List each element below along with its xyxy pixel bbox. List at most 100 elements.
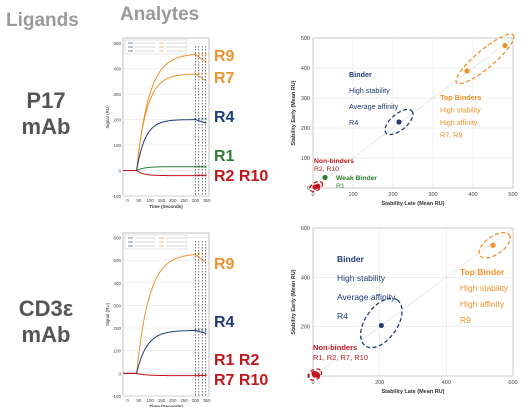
scatter-y-axis-label-3: Stability Early (Mean RU) [291,269,297,334]
series-marker-0: × [204,117,207,123]
scatter-x-tick-3: 400 [442,380,451,386]
scatter-point-1-3 [322,174,328,181]
scatter-y-tick-1: 100 [301,156,310,162]
x-tick-label-0: 200 [169,198,177,203]
top-binder-ellipse-cd3 [478,231,511,259]
x-axis-label-0: Time (Seconds) [149,204,183,209]
series-marker-0: × [204,72,207,78]
y-tick-label-2: 200 [113,326,121,331]
scatter-x-tick-3: 0 [311,380,314,386]
scatter-x-tick-3: 200 [375,380,384,386]
scatter-x-tick-1: 0 [311,192,314,198]
x-tick-label-2: 300 [192,398,200,403]
binder-annotation-cd3-0: Binder [337,254,365,264]
row-label-cd3-line2: mAb [21,322,71,347]
label-r1r2-cd3: R1 R2 [214,352,260,369]
scatter-y-tick-1: 500 [301,36,310,42]
scatter-point-1-0 [502,42,508,49]
y-axis-label-2: Signal (RU) [105,302,110,326]
scatter-y-tick-3: 200 [301,325,310,331]
x-axis-label-2: Time (Seconds) [149,404,183,407]
y-axis-label-0: Signal (RU) [105,105,110,129]
sensorgram-series-2-1 [123,330,207,374]
non-binders-annotation-cd3-0: Non-binders [313,343,357,352]
weak-binder-annotation-p17-0: Weak Binder [336,175,377,182]
y-tick-label-0: 500 [113,41,121,46]
row-label-cd3: CD3ε mAb [6,296,86,348]
series-marker-0: × [201,52,204,58]
series-marker-2: × [194,252,197,258]
top-binder-annotation-cd3-0: Top Binder [460,267,505,277]
sensorgram-series-2-2 [123,372,207,377]
binder-annotation-p17-1: High stability [349,86,390,95]
label-r9-cd3: R9 [214,256,235,273]
scatter-x-tick-3: 600 [508,380,517,386]
scatter-y-tick-1: 200 [301,126,310,132]
scatter-y-tick-1: 400 [301,66,310,72]
weak-binder-annotation-p17-1: R1 [336,183,345,190]
y-tick-label-2: 500 [113,258,121,263]
scatter-y-tick-1: 0 [307,186,310,192]
binder-annotation-cd3-3: R4 [337,311,348,321]
binder-annotation-cd3-2: Average affinity [337,292,396,302]
x-tick-label-2: 200 [169,398,177,403]
x-tick-label-0: 100 [146,198,154,203]
x-tick-label-0: 150 [158,198,166,203]
non-binders-annotation-cd3-1: R1, R2, R7, R10 [313,353,368,362]
x-tick-label-2: 100 [146,398,154,403]
x-tick-label-0: 250 [180,198,188,203]
row-label-cd3-line1: CD3ε [18,296,74,321]
scatter-x-axis-label-1: Stability Late (Mean RU) [382,201,445,207]
scatter-x-tick-1: 500 [508,192,517,198]
scatter-x-tick-1: 400 [468,192,477,198]
binder-ellipse-p17 [384,108,414,136]
non-binders-ellipse-cd3 [307,368,323,381]
row-label-p17-line2: mAb [21,114,71,139]
binder-annotation-p17-2: Average affinity [349,102,399,111]
y-tick-label-2: 0 [118,371,121,376]
x-tick-label-2: 250 [180,398,188,403]
non-binders-ellipse-p17 [309,180,324,193]
binder-ellipse-cd3 [359,297,403,349]
scatter-x-tick-1: 300 [428,192,437,198]
top-binder-annotation-cd3-2: High affinity [460,299,505,309]
series-marker-0: × [204,52,207,58]
x-tick-label-0: 350 [203,198,211,203]
label-r7-p17: R7 [214,70,235,87]
scatter-point-1-2 [396,119,402,125]
top-binder-annotation-cd3-3: R9 [460,315,471,325]
scatter-y-tick-1: 300 [301,96,310,102]
x-tick-label-0: 0 [126,198,129,203]
legend-box-2 [124,234,188,250]
y-tick-label-0: -100 [112,194,122,199]
x-tick-label-0: 300 [192,198,200,203]
scatter-y-axis-label-1: Stability Early (Mean RU) [291,80,297,145]
x-tick-label-0: 50 [136,198,142,203]
scatter-point-1-5 [315,183,321,189]
label-r4-p17: R4 [214,109,235,126]
binder-annotation-p17-3: R4 [349,118,358,127]
label-r9-p17: R9 [214,48,235,65]
scatter-y-tick-3: 400 [301,275,310,281]
x-tick-label-2: 50 [136,398,142,403]
series-marker-0: × [194,72,197,78]
analytes-header: Analytes [120,4,200,25]
series-marker-0: × [197,117,200,123]
top-binders-ellipse-p17 [455,33,515,85]
y-tick-label-0: 400 [113,67,121,72]
scatter-x-axis-label-3: Stability Late (Mean RU) [382,389,445,395]
top-binders-annotation-p17-3: R7, R9 [440,131,462,140]
y-tick-label-0: 200 [113,118,121,123]
label-r1-p17: R1 [214,148,235,165]
scatter-point-1-1 [464,68,470,74]
series-marker-0: × [194,117,197,123]
sensorgram-series-0-4 [123,170,207,177]
series-marker-0: × [201,117,204,123]
row-label-p17-line1: P17 [26,88,66,113]
x-tick-label-2: 0 [126,398,129,403]
sensorgram-series-0-2 [123,119,207,171]
series-marker-0: × [201,72,204,78]
x-tick-label-2: 350 [203,398,211,403]
top-binders-annotation-p17-0: Top Binders [440,93,481,102]
scatter-y-tick-3: 600 [301,226,310,232]
